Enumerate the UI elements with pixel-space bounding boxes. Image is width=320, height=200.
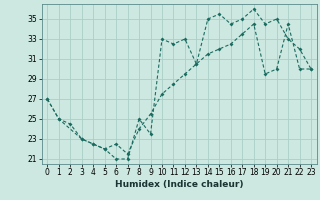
X-axis label: Humidex (Indice chaleur): Humidex (Indice chaleur) [115,180,244,189]
